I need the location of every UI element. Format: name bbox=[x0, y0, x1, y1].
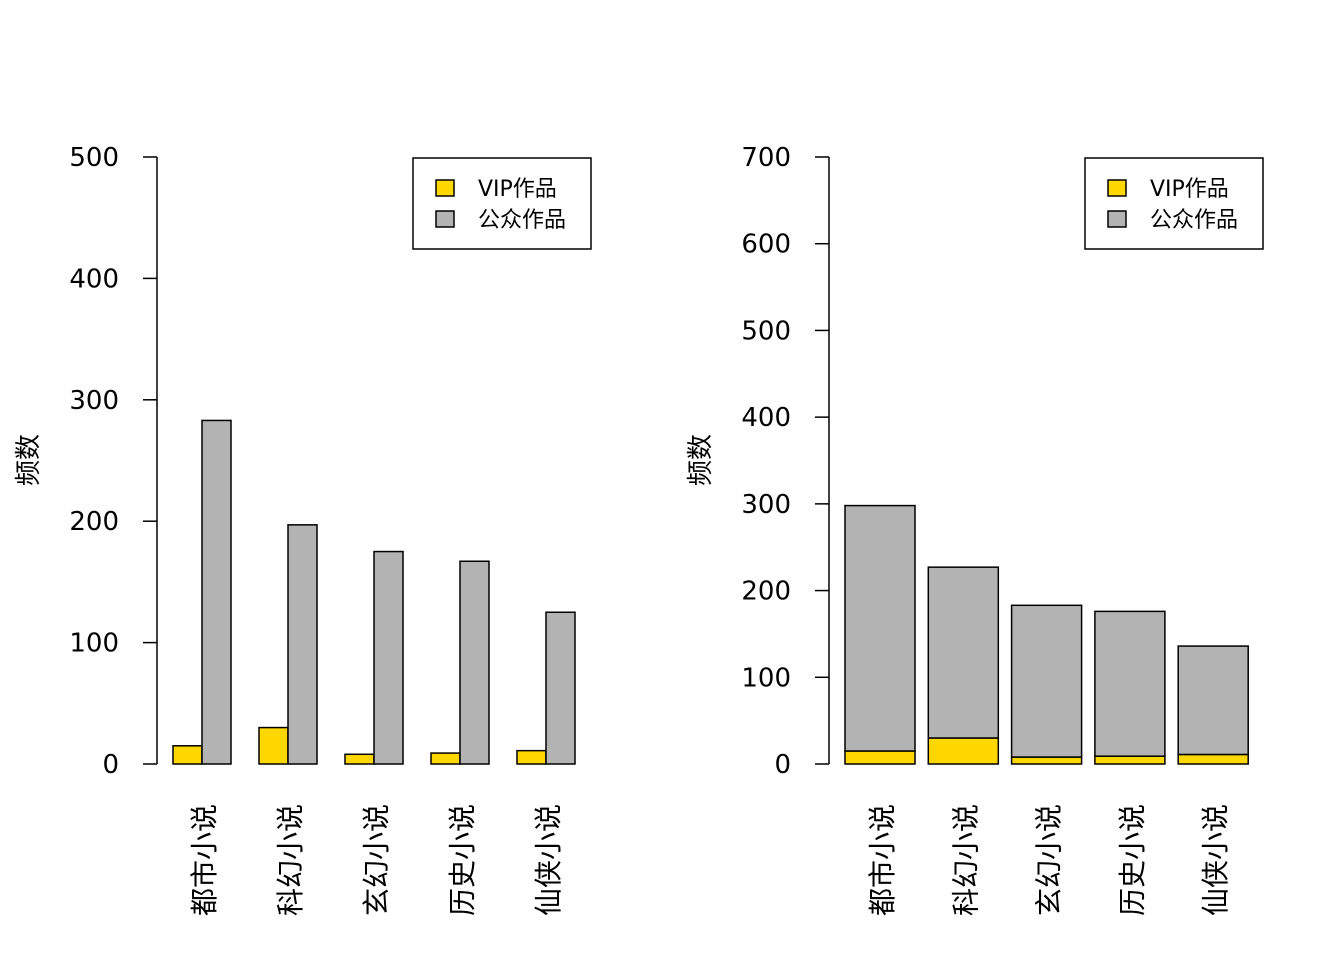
x-category-label: 仙侠小说 bbox=[532, 804, 565, 916]
legend-swatch bbox=[1107, 179, 1127, 197]
bar-public bbox=[844, 504, 916, 752]
x-category-label: 玄幻小说 bbox=[1033, 804, 1066, 916]
bar-public bbox=[1010, 604, 1083, 758]
y-tick-label: 400 bbox=[69, 264, 119, 294]
legend-box bbox=[412, 157, 592, 250]
bar-public bbox=[287, 524, 318, 765]
bar-public bbox=[1094, 610, 1166, 757]
legend-box bbox=[1084, 157, 1264, 250]
x-category-label: 历史小说 bbox=[1116, 804, 1149, 916]
x-category-label: 仙侠小说 bbox=[1199, 804, 1232, 916]
y-tick-label: 600 bbox=[741, 230, 791, 260]
bar-public bbox=[545, 611, 576, 765]
x-category-label: 都市小说 bbox=[188, 804, 221, 916]
y-axis-title: 频数 bbox=[14, 434, 44, 486]
bar-vip bbox=[516, 749, 547, 765]
x-category-label: 都市小说 bbox=[866, 804, 899, 916]
bar-vip bbox=[172, 745, 203, 765]
y-tick-label: 200 bbox=[69, 507, 119, 537]
bar-vip bbox=[258, 726, 289, 765]
legend-label: VIP作品 bbox=[1150, 177, 1229, 202]
y-tick-label: 300 bbox=[69, 386, 119, 416]
legend-label: 公众作品 bbox=[1150, 208, 1238, 233]
y-axis-title: 频数 bbox=[686, 434, 716, 486]
bar-vip bbox=[927, 737, 1000, 765]
y-tick-label: 0 bbox=[102, 750, 119, 780]
y-tick-label: 100 bbox=[741, 663, 791, 693]
y-tick-label: 700 bbox=[741, 143, 791, 173]
legend-swatch bbox=[1107, 210, 1127, 228]
y-tick-label: 100 bbox=[69, 629, 119, 659]
y-tick-label: 400 bbox=[741, 403, 791, 433]
bar-vip bbox=[844, 750, 916, 765]
bar-public bbox=[373, 550, 404, 765]
y-tick-label: 500 bbox=[69, 143, 119, 173]
bar-public bbox=[927, 566, 1000, 739]
legend-label: VIP作品 bbox=[478, 177, 557, 202]
y-tick-label: 200 bbox=[741, 577, 791, 607]
x-category-label: 历史小说 bbox=[446, 804, 479, 916]
bar-public bbox=[1177, 645, 1249, 756]
bar-public bbox=[459, 560, 490, 765]
bar-public bbox=[201, 419, 232, 765]
bar-vip bbox=[344, 753, 375, 765]
y-tick-label: 500 bbox=[741, 316, 791, 346]
y-tick-label: 0 bbox=[774, 750, 791, 780]
x-category-label: 玄幻小说 bbox=[360, 804, 393, 916]
x-category-label: 科幻小说 bbox=[949, 804, 982, 916]
legend-label: 公众作品 bbox=[478, 208, 566, 233]
bar-vip bbox=[1177, 753, 1249, 765]
bar-vip bbox=[1094, 755, 1166, 765]
y-tick-label: 300 bbox=[741, 490, 791, 520]
x-category-label: 科幻小说 bbox=[274, 804, 307, 916]
bar-vip bbox=[1010, 756, 1083, 765]
legend-swatch bbox=[435, 179, 455, 197]
legend-swatch bbox=[435, 210, 455, 228]
bar-vip bbox=[430, 752, 461, 765]
